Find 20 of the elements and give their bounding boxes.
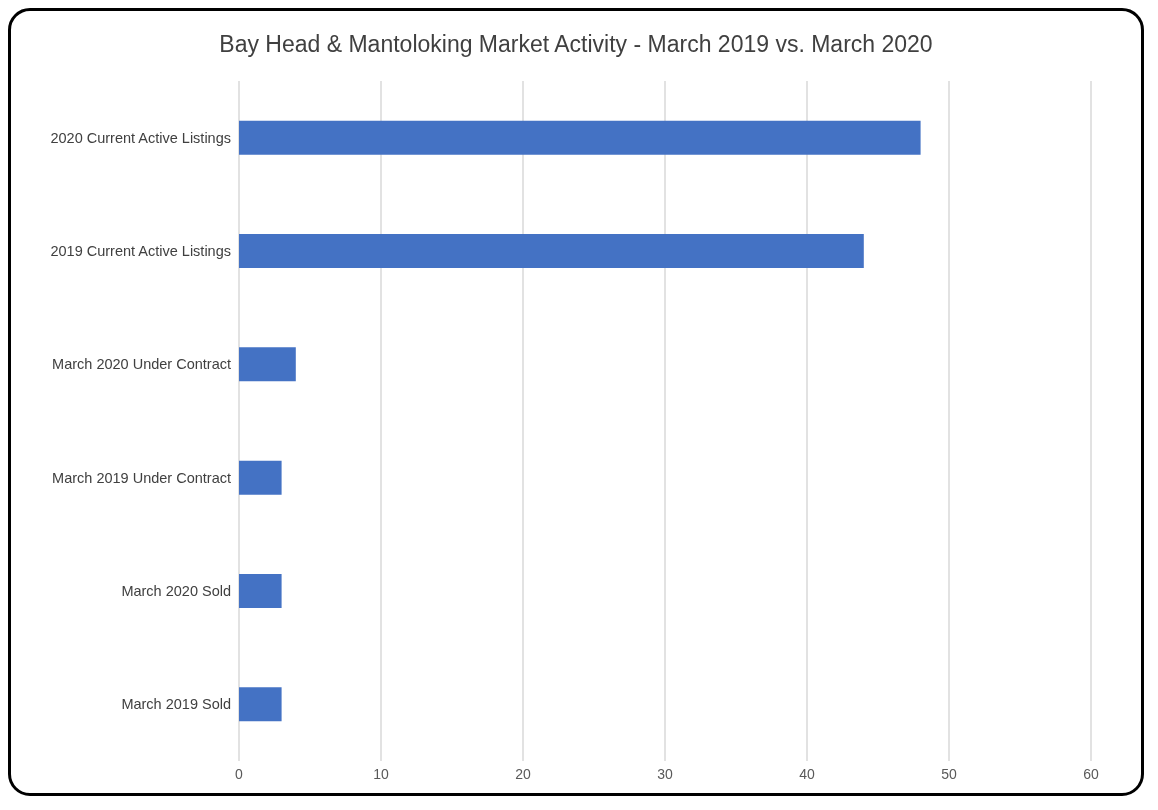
x-tick-label: 30 bbox=[657, 765, 673, 782]
y-tick-label: 2019 Current Active Listings bbox=[50, 243, 231, 260]
y-tick-label: March 2019 Under Contract bbox=[52, 469, 231, 486]
chart-title: Bay Head & Mantoloking Market Activity - March 2019 vs. March 2020 bbox=[218, 30, 934, 59]
bar bbox=[239, 234, 864, 268]
x-tick-label: 60 bbox=[1083, 765, 1099, 782]
y-tick-label: March 2020 Sold bbox=[121, 583, 231, 600]
bar bbox=[239, 347, 296, 382]
bar bbox=[239, 687, 282, 722]
y-tick-label: March 2020 Under Contract bbox=[52, 356, 231, 373]
bar bbox=[239, 120, 921, 155]
y-tick-label: 2020 Current Active Listings bbox=[50, 129, 231, 146]
bar bbox=[239, 460, 282, 495]
bar bbox=[239, 574, 282, 608]
x-tick-label: 50 bbox=[941, 765, 957, 782]
x-tick-label: 10 bbox=[373, 765, 389, 782]
x-tick-label: 0 bbox=[235, 765, 244, 782]
x-tick-label: 20 bbox=[515, 765, 531, 782]
x-tick-label: 40 bbox=[799, 765, 815, 782]
y-tick-label: March 2019 Sold bbox=[121, 696, 231, 713]
